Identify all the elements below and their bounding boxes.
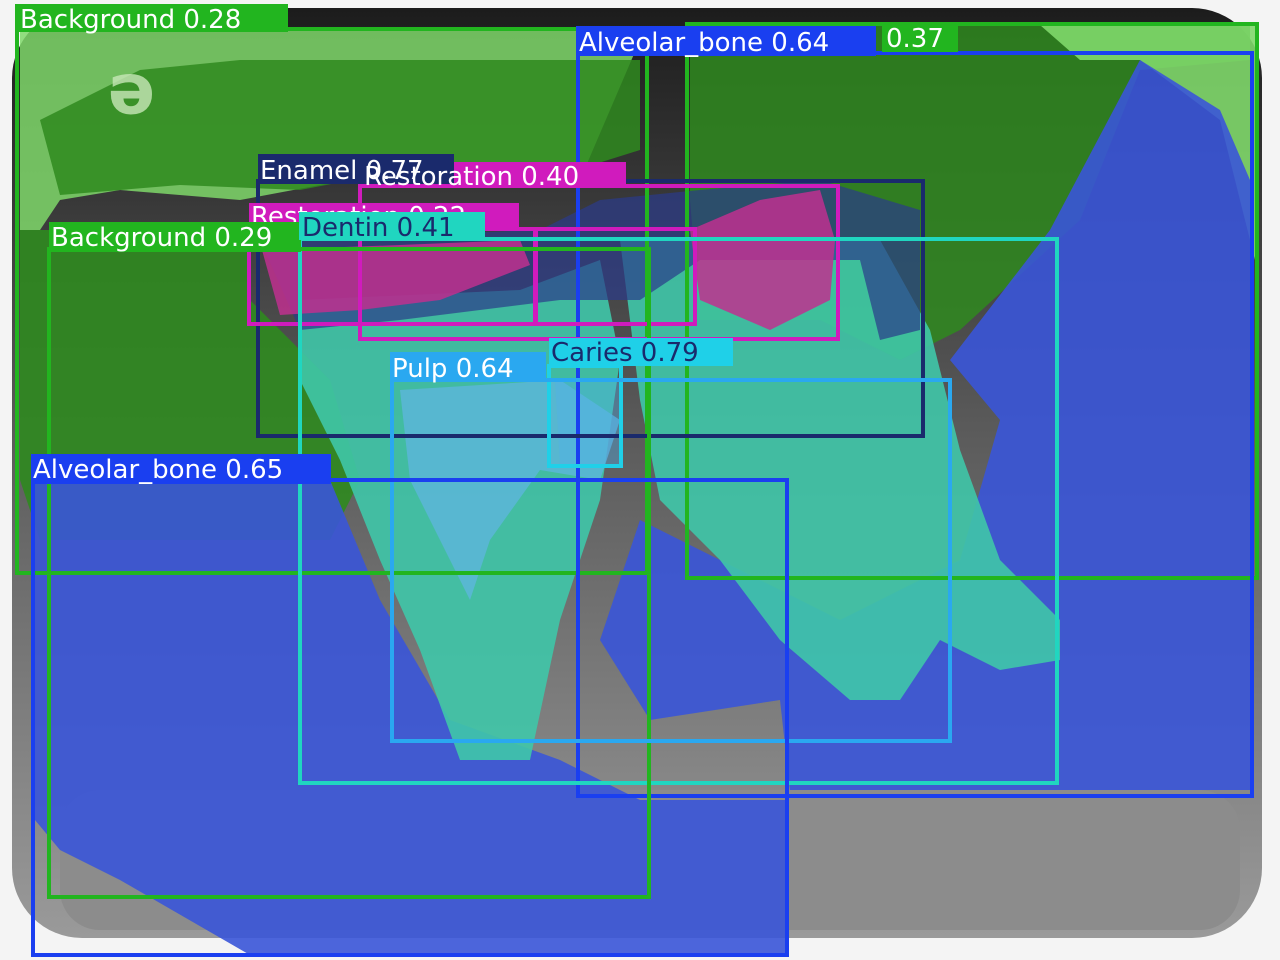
film-marker: e bbox=[108, 58, 155, 140]
caries-mask bbox=[555, 380, 620, 465]
label-background-037: 0.37 bbox=[886, 24, 944, 54]
box-background-029[interactable] bbox=[47, 247, 651, 899]
label-dentin-041: Dentin 0.41 bbox=[302, 213, 455, 243]
box-dentin-041[interactable] bbox=[298, 237, 1059, 785]
label-caries-079: Caries 0.79 bbox=[551, 338, 699, 368]
label-restoration-040: Restoration 0.40 bbox=[364, 162, 579, 192]
background-mask-upper-dark bbox=[40, 60, 640, 195]
detection-labels: Background 0.28 0.37 Alveolar_bone 0.64 … bbox=[15, 4, 958, 485]
box-restoration-022b[interactable] bbox=[533, 227, 697, 326]
box-alveolar-bone-064[interactable] bbox=[576, 51, 1254, 798]
label-background-029: Background 0.29 bbox=[51, 223, 272, 253]
label-alveolar-bone-064: Alveolar_bone 0.64 bbox=[579, 28, 829, 58]
box-pulp-064[interactable] bbox=[390, 378, 952, 743]
label-background-028: Background 0.28 bbox=[20, 5, 241, 35]
background-mask-right-light bbox=[1040, 25, 1255, 260]
alveolar-bone-mask-left bbox=[35, 480, 785, 955]
restoration-mask-left bbox=[262, 240, 530, 315]
box-alveolar-bone-065[interactable] bbox=[31, 478, 789, 957]
restoration-mask-right bbox=[690, 190, 835, 330]
box-background-037[interactable] bbox=[685, 22, 1259, 580]
label-alveolar-bone-065: Alveolar_bone 0.65 bbox=[33, 455, 283, 485]
label-enamel-077: Enamel 0.77 bbox=[260, 156, 424, 186]
label-pulp-064: Pulp 0.64 bbox=[392, 354, 514, 384]
